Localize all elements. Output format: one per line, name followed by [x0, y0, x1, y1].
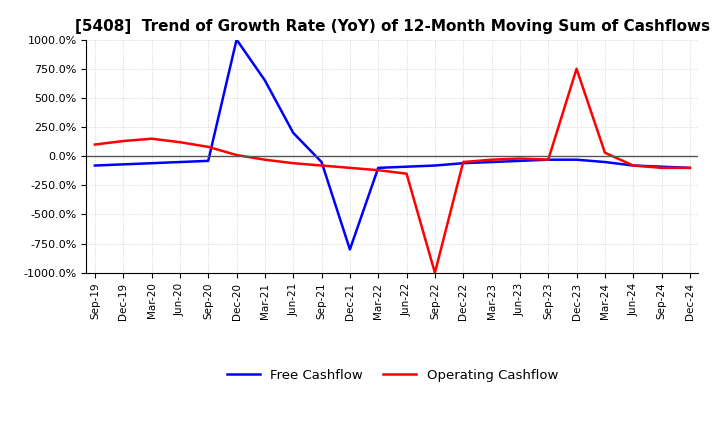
- Free Cashflow: [487, 159, 496, 165]
- Free Cashflow: [685, 165, 694, 170]
- Free Cashflow: [148, 161, 156, 166]
- Operating Cashflow: [374, 168, 382, 173]
- Operating Cashflow: [233, 152, 241, 158]
- Operating Cashflow: [402, 171, 411, 176]
- Line: Free Cashflow: Free Cashflow: [95, 40, 690, 249]
- Free Cashflow: [318, 159, 326, 165]
- Free Cashflow: [233, 37, 241, 42]
- Operating Cashflow: [148, 136, 156, 141]
- Operating Cashflow: [600, 150, 609, 155]
- Operating Cashflow: [119, 139, 127, 144]
- Operating Cashflow: [487, 157, 496, 162]
- Operating Cashflow: [204, 144, 212, 150]
- Free Cashflow: [204, 158, 212, 164]
- Free Cashflow: [402, 164, 411, 169]
- Free Cashflow: [544, 157, 552, 162]
- Operating Cashflow: [431, 270, 439, 275]
- Operating Cashflow: [318, 163, 326, 168]
- Free Cashflow: [600, 159, 609, 165]
- Operating Cashflow: [629, 163, 637, 168]
- Operating Cashflow: [261, 157, 269, 162]
- Free Cashflow: [176, 159, 184, 165]
- Operating Cashflow: [685, 165, 694, 170]
- Free Cashflow: [261, 78, 269, 83]
- Free Cashflow: [289, 130, 297, 136]
- Free Cashflow: [459, 161, 467, 166]
- Free Cashflow: [516, 158, 524, 164]
- Operating Cashflow: [544, 157, 552, 162]
- Operating Cashflow: [289, 161, 297, 166]
- Free Cashflow: [91, 163, 99, 168]
- Operating Cashflow: [657, 165, 666, 170]
- Free Cashflow: [119, 162, 127, 167]
- Operating Cashflow: [91, 142, 99, 147]
- Free Cashflow: [374, 165, 382, 170]
- Free Cashflow: [629, 163, 637, 168]
- Title: [5408]  Trend of Growth Rate (YoY) of 12-Month Moving Sum of Cashflows: [5408] Trend of Growth Rate (YoY) of 12-…: [75, 19, 710, 34]
- Legend: Free Cashflow, Operating Cashflow: Free Cashflow, Operating Cashflow: [222, 364, 563, 388]
- Free Cashflow: [346, 247, 354, 252]
- Free Cashflow: [657, 164, 666, 169]
- Operating Cashflow: [176, 139, 184, 145]
- Operating Cashflow: [516, 156, 524, 161]
- Free Cashflow: [431, 163, 439, 168]
- Operating Cashflow: [572, 66, 581, 71]
- Operating Cashflow: [459, 159, 467, 165]
- Line: Operating Cashflow: Operating Cashflow: [95, 69, 690, 273]
- Free Cashflow: [572, 157, 581, 162]
- Operating Cashflow: [346, 165, 354, 170]
